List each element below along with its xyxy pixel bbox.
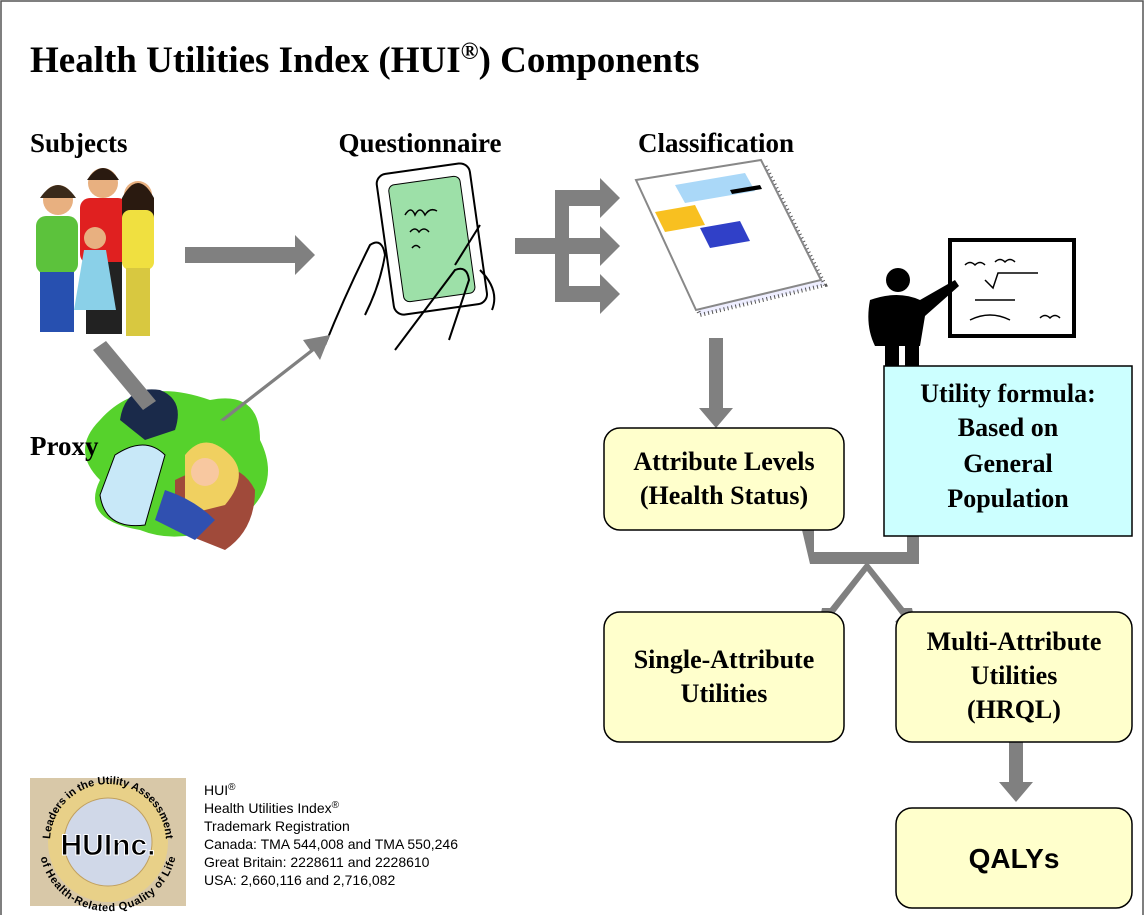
- box-text: (HRQL): [967, 695, 1061, 724]
- box-text: Population: [947, 484, 1069, 513]
- proxy-label: Proxy: [30, 431, 99, 461]
- box-text: Multi-Attribute: [927, 627, 1102, 656]
- trademark-line: Canada: TMA 544,008 and TMA 550,246: [204, 836, 458, 852]
- box-text: Based on: [958, 413, 1059, 442]
- subjects-image: [36, 168, 154, 336]
- text-part: ®: [332, 800, 340, 811]
- presenter-image: [868, 240, 1074, 366]
- slide: Health Utilities Index (HUI®) Components…: [0, 0, 1145, 915]
- trademark-line: HUI®: [204, 782, 236, 798]
- classification-image: [636, 160, 825, 315]
- title-rest: ) Components: [479, 40, 700, 81]
- classification-label: Classification: [638, 128, 794, 158]
- box-text: General: [963, 449, 1053, 478]
- text-part: Health Utilities Index: [204, 800, 332, 816]
- questionnaire-image: [325, 162, 494, 350]
- box-text: QALYs: [969, 843, 1060, 874]
- trademark-line: Trademark Registration: [204, 818, 350, 834]
- logo-name: HUInc.: [60, 829, 155, 862]
- title: Health Utilities Index (HUI®) Components: [30, 39, 700, 81]
- box-text: Utilities: [681, 679, 768, 708]
- single-attribute-box: [604, 612, 844, 742]
- logo: Leaders in the Utility Assessment of Hea…: [30, 775, 186, 914]
- box-text: (Health Status): [640, 481, 808, 510]
- box-text: Utilities: [971, 661, 1058, 690]
- title-mark: ®: [461, 39, 479, 65]
- trademark: HUI® Health Utilities Index® Trademark R…: [204, 782, 458, 888]
- box-text: Single-Attribute: [634, 645, 815, 674]
- box-text: Attribute Levels: [633, 447, 814, 476]
- text-part: HUI: [204, 782, 228, 798]
- trademark-line: Great Britain: 2228611 and 2228610: [204, 854, 430, 870]
- text-part: ®: [228, 782, 236, 793]
- proxy-image: [85, 389, 268, 550]
- subjects-label: Subjects: [30, 128, 128, 158]
- attribute-levels-box: [604, 428, 844, 530]
- trademark-line: USA: 2,660,116 and 2,716,082: [204, 872, 395, 888]
- questionnaire-label: Questionnaire: [338, 128, 501, 158]
- box-text: Utility formula:: [920, 379, 1095, 408]
- title-text: Health Utilities Index (HUI: [30, 40, 461, 81]
- trademark-line: Health Utilities Index®: [204, 800, 340, 816]
